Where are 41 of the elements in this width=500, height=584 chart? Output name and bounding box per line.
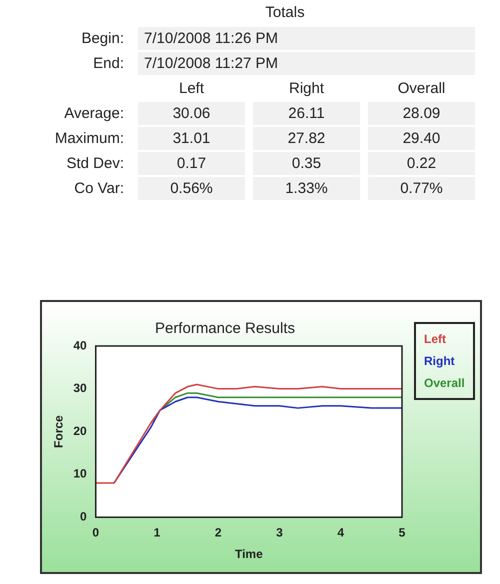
text: Totals <box>264 4 306 21</box>
text: Co Var: <box>73 179 125 199</box>
y-tick-label: 20 <box>73 424 88 438</box>
y-tick-label: 40 <box>73 338 88 352</box>
chart-title: Performance Results <box>154 320 296 338</box>
text: 0.35 <box>253 152 360 175</box>
y-tick-label: 10 <box>73 466 88 481</box>
text: 7/10/2008 11:26 PM <box>138 27 475 50</box>
text: 0.22 <box>368 152 475 175</box>
text: Right <box>288 79 326 99</box>
y-tick-label: 30 <box>73 381 88 396</box>
text: End: <box>92 54 125 74</box>
text: Begin: <box>80 29 125 49</box>
x-tick-label: 0 <box>92 526 100 540</box>
text: Average: <box>63 104 125 124</box>
x-tick-label: 4 <box>337 526 344 540</box>
text: 29.40 <box>368 127 475 150</box>
y-tick-label: 0 <box>80 510 88 524</box>
text: Overall <box>396 79 446 99</box>
y-axis-title: Force <box>52 414 66 448</box>
text: Left <box>178 79 206 99</box>
series-label: Overall <box>424 375 465 392</box>
text: 26.11 <box>253 102 360 125</box>
text: Right <box>424 353 456 370</box>
text: 0.17 <box>138 152 245 175</box>
text: 7/10/2008 11:27 PM <box>138 52 475 75</box>
text: 0.77% <box>368 177 475 200</box>
text: 28.09 <box>368 102 475 125</box>
text: Maximum: <box>54 129 125 149</box>
text: 27.82 <box>253 127 360 150</box>
x-tick-label: 2 <box>214 526 222 540</box>
text: 31.01 <box>138 127 245 150</box>
x-tick-label: 1 <box>154 526 161 540</box>
text: 1.33% <box>253 177 360 200</box>
text: 0.56% <box>138 177 245 200</box>
text: Left <box>424 331 447 348</box>
x-axis-title: Time <box>234 547 264 562</box>
text: 30.06 <box>138 102 245 125</box>
text: Std Dev: <box>65 154 125 174</box>
x-tick-label: 3 <box>276 526 284 540</box>
x-tick-label: 5 <box>398 526 406 540</box>
